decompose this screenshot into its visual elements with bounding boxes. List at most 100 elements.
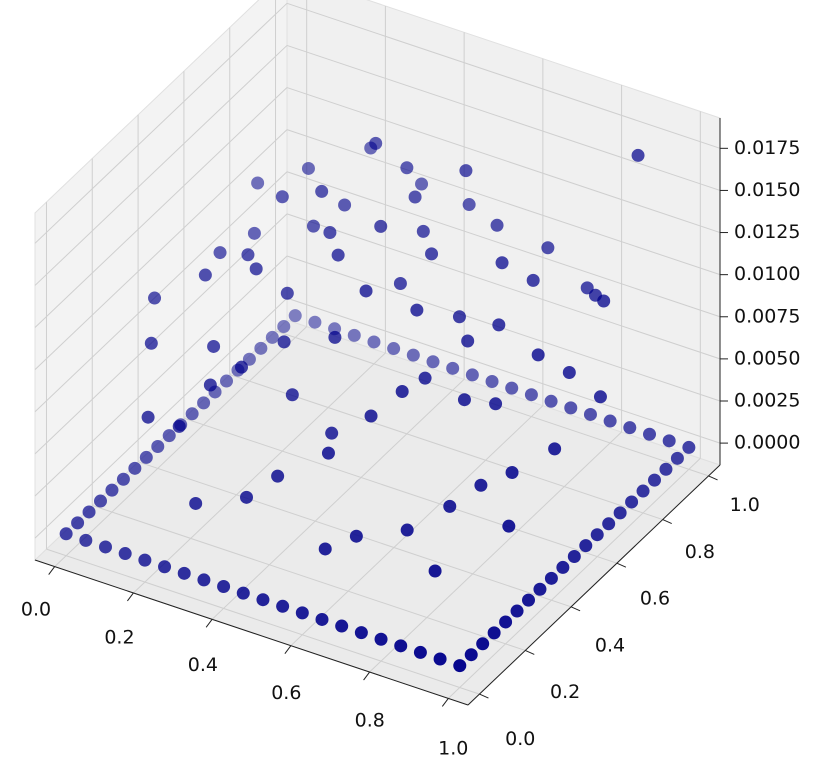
data-point bbox=[489, 397, 503, 411]
data-point bbox=[428, 564, 442, 578]
data-point bbox=[177, 566, 191, 580]
x-tick-label: 1.0 bbox=[438, 738, 468, 760]
data-point bbox=[285, 388, 299, 402]
y-tick-label: 0.6 bbox=[640, 588, 670, 610]
data-point bbox=[476, 637, 490, 651]
z-tick-label: 0.0100 bbox=[734, 263, 800, 285]
data-point bbox=[413, 645, 427, 659]
grid-line bbox=[286, 129, 721, 276]
data-point bbox=[220, 374, 233, 388]
tick-mark bbox=[662, 519, 672, 525]
data-point bbox=[359, 284, 373, 298]
data-point bbox=[670, 451, 684, 465]
data-point bbox=[331, 248, 345, 262]
data-point bbox=[562, 365, 576, 379]
data-point bbox=[288, 309, 302, 323]
x-tick-label: 0.4 bbox=[188, 654, 218, 676]
grid-line bbox=[290, 405, 544, 647]
data-point bbox=[138, 553, 152, 567]
data-point bbox=[564, 401, 578, 415]
data-point bbox=[374, 632, 388, 646]
data-point bbox=[328, 330, 342, 344]
data-point bbox=[541, 241, 555, 255]
data-point bbox=[603, 414, 617, 428]
data-point bbox=[185, 407, 199, 421]
data-point bbox=[485, 375, 499, 389]
data-point bbox=[593, 390, 607, 404]
data-point bbox=[158, 560, 172, 574]
data-point bbox=[659, 462, 673, 476]
data-point bbox=[203, 378, 217, 392]
data-point bbox=[207, 339, 221, 353]
data-point bbox=[474, 478, 488, 492]
data-point bbox=[400, 161, 414, 175]
data-point bbox=[495, 256, 509, 270]
y-axis-line bbox=[467, 464, 721, 706]
z-tick-label: 0.0000 bbox=[734, 432, 800, 454]
data-point bbox=[682, 440, 696, 454]
data-point bbox=[418, 371, 432, 385]
data-point bbox=[367, 335, 381, 349]
data-point bbox=[254, 341, 268, 355]
data-point bbox=[544, 571, 558, 585]
data-point bbox=[505, 466, 519, 480]
data-point bbox=[446, 361, 460, 375]
data-point bbox=[197, 396, 211, 410]
z-tick-label: 0.0150 bbox=[734, 179, 800, 201]
data-point bbox=[315, 612, 329, 626]
data-point bbox=[487, 626, 501, 640]
data-point bbox=[364, 409, 378, 423]
data-point bbox=[172, 419, 186, 433]
data-point bbox=[625, 495, 639, 509]
z-tick-label: 0.0075 bbox=[734, 305, 800, 327]
z-tick-label: 0.0050 bbox=[734, 347, 800, 369]
data-point bbox=[335, 619, 349, 633]
data-point bbox=[301, 161, 315, 175]
tick-mark bbox=[708, 475, 718, 481]
grid-line bbox=[286, 213, 721, 360]
tick-mark bbox=[284, 645, 292, 654]
y-tick-label: 0.4 bbox=[595, 634, 625, 656]
data-point bbox=[99, 540, 112, 554]
data-point bbox=[82, 505, 96, 519]
tick-mark bbox=[479, 693, 489, 699]
data-point bbox=[443, 499, 457, 513]
grid-line bbox=[286, 2, 721, 149]
data-point bbox=[79, 533, 93, 547]
data-point bbox=[415, 177, 429, 191]
tick-mark bbox=[48, 566, 56, 575]
grid-line bbox=[34, 45, 288, 286]
data-point bbox=[505, 381, 519, 395]
data-point bbox=[277, 320, 291, 334]
data-point bbox=[613, 506, 627, 520]
grid-line bbox=[286, 44, 721, 191]
grid-line bbox=[34, 87, 288, 328]
z-tick-label: 0.0125 bbox=[734, 221, 800, 243]
data-point bbox=[393, 276, 407, 290]
x-tick-label: 0.8 bbox=[355, 710, 385, 732]
data-point bbox=[544, 394, 558, 408]
data-point bbox=[235, 360, 248, 374]
data-point bbox=[189, 496, 203, 510]
grid-line bbox=[211, 378, 465, 620]
x-tick-label: 0.0 bbox=[21, 598, 51, 620]
data-point bbox=[369, 136, 383, 150]
y-tick-label: 0.8 bbox=[685, 541, 715, 563]
data-point bbox=[116, 472, 130, 486]
data-point bbox=[325, 426, 339, 440]
data-point bbox=[548, 442, 562, 456]
data-point bbox=[490, 218, 504, 232]
y-tick-label: 1.0 bbox=[730, 494, 760, 516]
data-point bbox=[623, 421, 637, 435]
data-point bbox=[347, 328, 361, 342]
data-point bbox=[198, 268, 212, 282]
data-point bbox=[162, 429, 176, 443]
grid-line bbox=[447, 458, 701, 699]
grid-line bbox=[286, 171, 721, 318]
tick-mark bbox=[570, 606, 581, 612]
data-point bbox=[240, 490, 253, 504]
data-point bbox=[275, 190, 289, 204]
data-point bbox=[139, 450, 153, 464]
data-point bbox=[526, 273, 540, 287]
data-point bbox=[462, 198, 476, 212]
